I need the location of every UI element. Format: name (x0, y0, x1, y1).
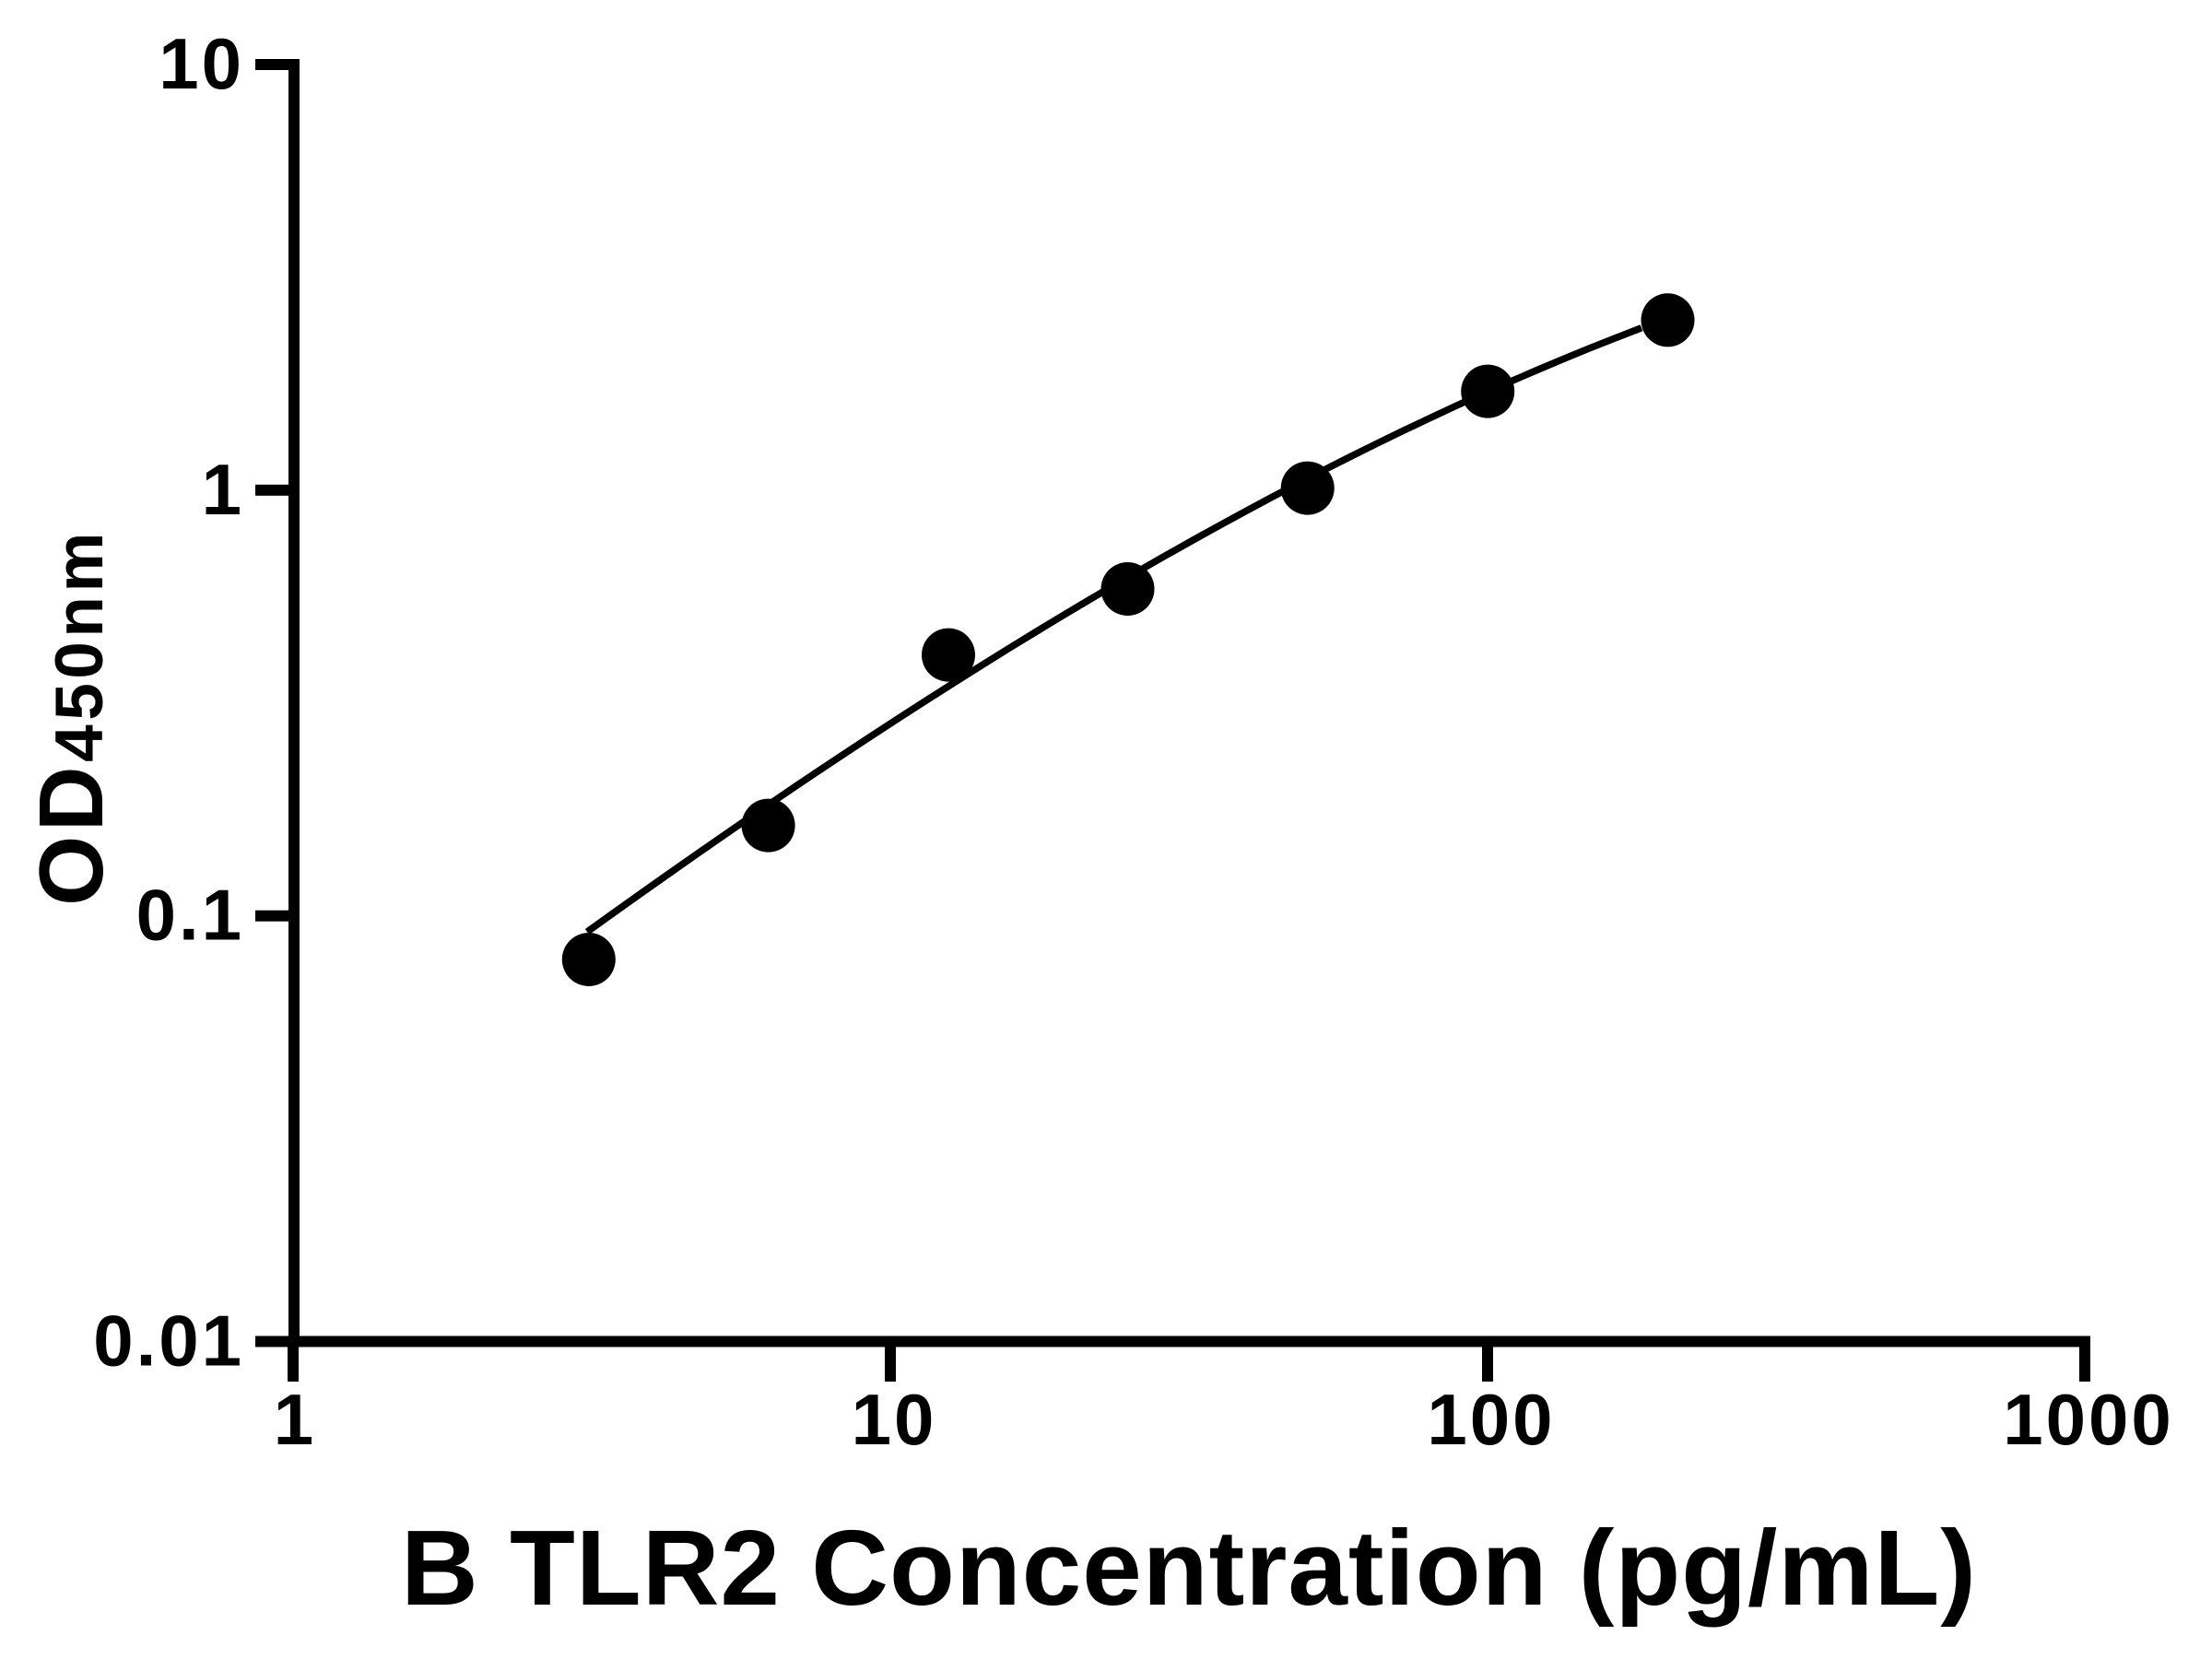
svg-text:0.01: 0.01 (93, 1300, 244, 1382)
svg-text:1: 1 (274, 1379, 316, 1460)
svg-text:B TLR2 Concentration (pg/mL): B TLR2 Concentration (pg/mL) (401, 1508, 1977, 1628)
svg-text:1: 1 (202, 449, 244, 530)
svg-text:0.1: 0.1 (136, 875, 244, 956)
svg-text:OD450nm: OD450nm (20, 528, 122, 906)
svg-text:1000: 1000 (2003, 1379, 2174, 1460)
svg-text:10: 10 (159, 23, 244, 104)
svg-text:10: 10 (852, 1379, 937, 1460)
svg-text:100: 100 (1427, 1379, 1555, 1460)
